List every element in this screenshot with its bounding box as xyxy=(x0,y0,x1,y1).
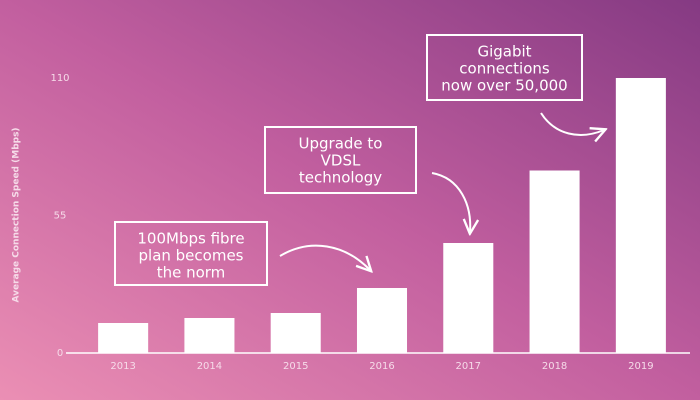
annotation-text: 100Mbps fibre xyxy=(137,230,244,248)
annotation-arrow xyxy=(431,172,470,232)
y-tick-label: 55 xyxy=(54,211,67,222)
annotation-text: the norm xyxy=(157,264,226,282)
annotation-text: Upgrade to xyxy=(299,135,383,153)
annotation-text: VDSL xyxy=(321,152,361,170)
bar xyxy=(615,78,666,353)
bar xyxy=(184,318,235,353)
y-tick-label: 110 xyxy=(50,73,69,84)
annotation-box xyxy=(114,221,268,286)
x-tick-label: 2015 xyxy=(283,361,308,372)
annotation-text: technology xyxy=(299,169,382,187)
bar xyxy=(98,323,149,353)
bar xyxy=(356,288,408,353)
x-tick-label: 2016 xyxy=(369,361,394,372)
annotation-text: connections xyxy=(459,60,550,78)
annotation-frames xyxy=(114,34,604,286)
bar xyxy=(443,243,494,353)
annotation-text: Gigabit xyxy=(477,43,531,61)
annotation-box xyxy=(426,34,583,101)
annotation-arrow xyxy=(540,112,604,135)
x-tick-label: 2019 xyxy=(628,361,653,372)
annotation-text: now over 50,000 xyxy=(441,77,567,95)
x-tick-label: 2014 xyxy=(197,361,222,372)
annotation-text: plan becomes xyxy=(139,247,244,265)
x-tick-label: 2018 xyxy=(542,361,567,372)
y-axis-label: Average Connection Speed (Mbps) xyxy=(12,127,22,302)
x-tick-label: 2017 xyxy=(456,361,481,372)
x-tick-label: 2013 xyxy=(110,361,135,372)
bar xyxy=(270,313,321,353)
bar xyxy=(529,170,580,353)
annotation-arrow xyxy=(279,244,370,270)
y-tick-label: 0 xyxy=(57,348,63,359)
annotation-box xyxy=(264,126,417,194)
